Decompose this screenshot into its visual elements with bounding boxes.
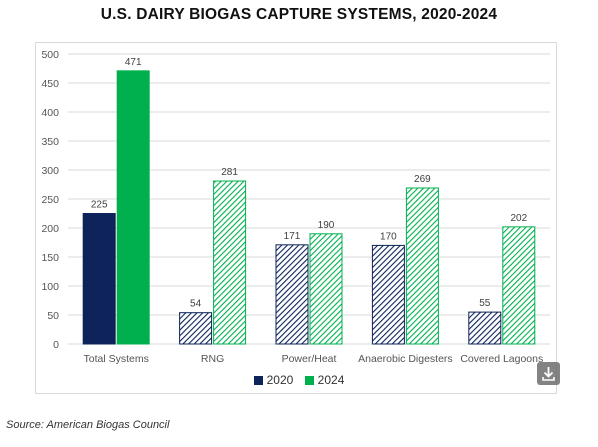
data-label: 170 bbox=[380, 231, 397, 242]
data-label: 190 bbox=[318, 220, 335, 231]
download-icon bbox=[542, 367, 555, 381]
bar-2020-3 bbox=[275, 244, 309, 345]
bar-2024-2 bbox=[213, 180, 247, 345]
download-button[interactable] bbox=[537, 362, 560, 385]
x-tick-label: RNG bbox=[201, 353, 224, 365]
bar-2024-4 bbox=[405, 187, 439, 345]
bar-2020-1 bbox=[82, 213, 116, 345]
data-label: 171 bbox=[284, 231, 301, 242]
data-label: 269 bbox=[414, 174, 431, 185]
data-label: 225 bbox=[91, 200, 108, 211]
y-tick-label: 200 bbox=[41, 223, 59, 235]
data-label: 54 bbox=[190, 299, 202, 310]
y-tick-label: 400 bbox=[41, 107, 59, 119]
x-tick-label: Covered Lagoons bbox=[460, 353, 543, 365]
legend: 2020 2024 bbox=[0, 373, 598, 388]
bar-2020-4 bbox=[371, 244, 405, 345]
y-tick-label: 500 bbox=[41, 49, 59, 61]
data-labels: 225 471 54 281 171 190 170 269 55 202 bbox=[91, 57, 528, 310]
data-label: 55 bbox=[479, 298, 491, 309]
y-tick-label: 0 bbox=[53, 339, 59, 351]
x-tick-label: Anaerobic Digesters bbox=[358, 353, 453, 365]
bar-2024-3 bbox=[309, 233, 343, 345]
legend-label-2024: 2024 bbox=[317, 373, 345, 387]
y-tick-label: 150 bbox=[41, 252, 59, 264]
y-tick-label: 50 bbox=[47, 310, 59, 322]
source-note: Source: American Biogas Council bbox=[6, 419, 170, 431]
x-axis-ticks: Total Systems RNG Power/Heat Anaerobic Dige… bbox=[84, 353, 544, 365]
x-tick-label: Power/Heat bbox=[282, 353, 337, 365]
data-label: 281 bbox=[221, 167, 238, 178]
legend-swatch-2020 bbox=[253, 375, 263, 385]
chart-title: U.S. DAIRY BIOGAS CAPTURE SYSTEMS, 2020-… bbox=[100, 6, 498, 23]
y-tick-label: 100 bbox=[41, 281, 59, 293]
bar-2024-5 bbox=[502, 226, 536, 345]
legend-item-2020: 2020 bbox=[253, 373, 294, 387]
y-tick-label: 450 bbox=[41, 78, 59, 90]
legend-label-2020: 2020 bbox=[266, 373, 294, 387]
bars bbox=[82, 70, 536, 345]
x-tick-label: Total Systems bbox=[84, 353, 149, 365]
y-axis-ticks: 0 50 100 150 200 250 300 350 400 450 500 bbox=[41, 49, 59, 351]
legend-swatch-2024 bbox=[304, 375, 314, 385]
data-label: 202 bbox=[510, 213, 527, 224]
legend-item-2024: 2024 bbox=[304, 373, 345, 387]
bar-2024-1 bbox=[116, 70, 150, 345]
data-label: 471 bbox=[125, 57, 142, 68]
y-tick-label: 300 bbox=[41, 165, 59, 177]
y-tick-label: 250 bbox=[41, 194, 59, 206]
y-tick-label: 350 bbox=[41, 136, 59, 148]
bar-2020-5 bbox=[468, 311, 502, 345]
bar-2020-2 bbox=[179, 312, 213, 345]
